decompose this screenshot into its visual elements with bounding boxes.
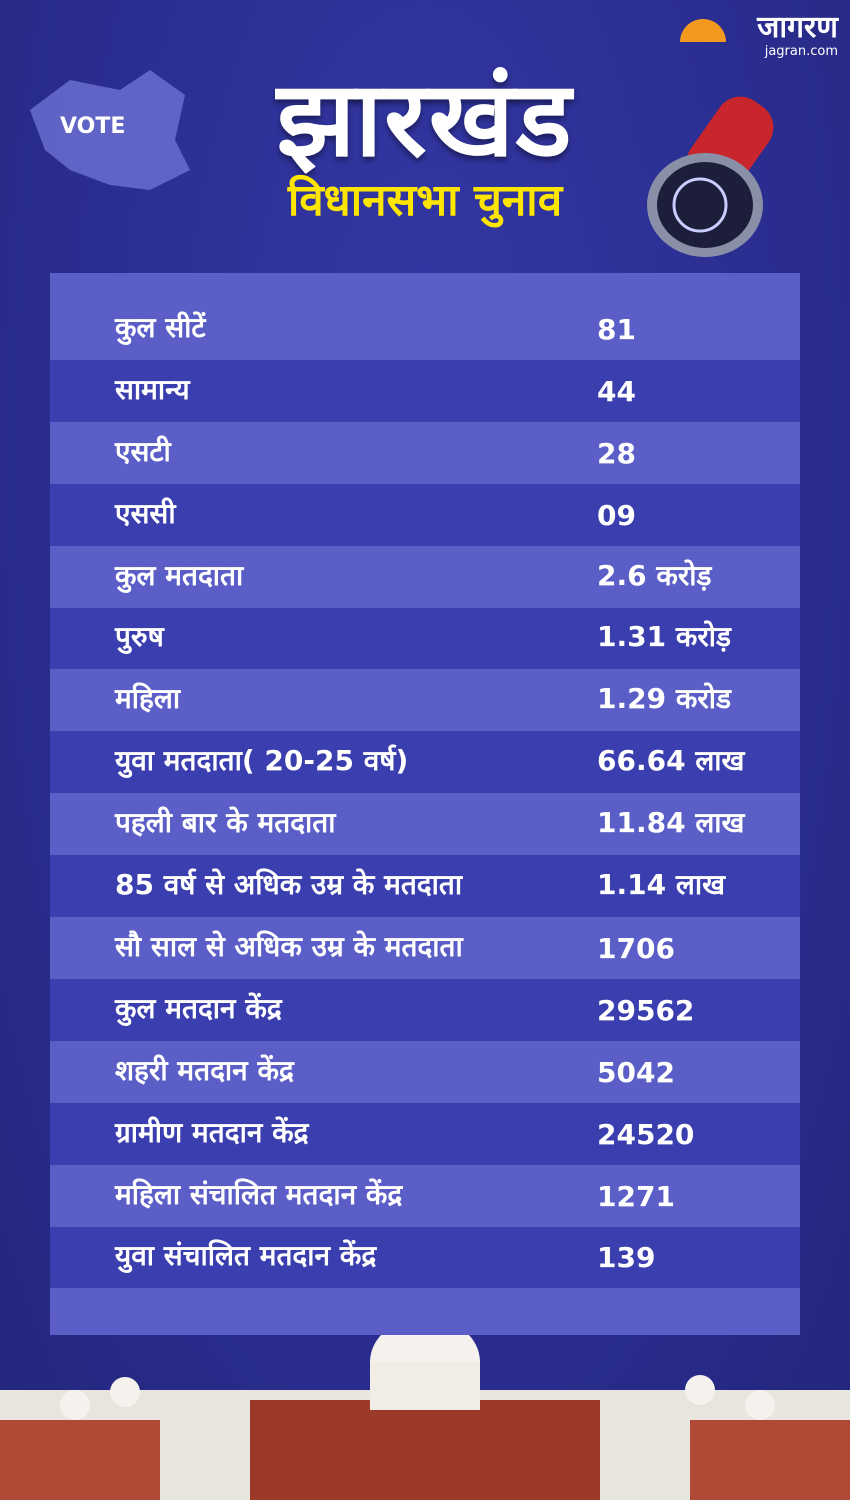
row-value: 1.31 करोड़ bbox=[597, 620, 732, 654]
logo-site: jagran.com bbox=[764, 44, 838, 59]
table-row: युवा मतदाता( 20-25 वर्ष) 66.64 लाख bbox=[50, 731, 800, 794]
row-label: युवा मतदाता( 20-25 वर्ष) bbox=[115, 744, 409, 778]
table-row: पुरुष 1.31 करोड़ bbox=[50, 607, 800, 670]
table-row: शहरी मतदान केंद्र 5042 bbox=[50, 1041, 800, 1103]
table-row: कुल मतदान केंद्र 29562 bbox=[50, 979, 800, 1041]
row-label: ग्रामीण मतदान केंद्र bbox=[115, 1115, 309, 1149]
title: झारखंड bbox=[276, 58, 574, 180]
table-row: सौ साल से अधिक उम्र के मतदाता 1706 bbox=[50, 917, 800, 979]
logo-text: जागरण bbox=[757, 10, 838, 45]
table-row: एसटी 28 bbox=[50, 422, 800, 484]
vote-badge: VOTE bbox=[60, 114, 126, 139]
row-label: पहली बार के मतदाता bbox=[115, 806, 336, 840]
table-row: सामान्य 44 bbox=[50, 360, 800, 422]
table-row: कुल मतदाता 2.6 करोड़ bbox=[50, 546, 800, 608]
table-row: एससी 09 bbox=[50, 483, 800, 546]
table-row: 85 वर्ष से अधिक उम्र के मतदाता 1.14 लाख bbox=[50, 855, 800, 918]
row-label: युवा संचालित मतदान केंद्र bbox=[115, 1239, 377, 1273]
row-label: कुल मतदाता bbox=[115, 558, 244, 592]
row-label: सौ साल से अधिक उम्र के मतदाता bbox=[115, 929, 463, 963]
row-value: 09 bbox=[597, 498, 636, 532]
row-value: 139 bbox=[597, 1241, 656, 1275]
row-label: कुल सीटें bbox=[115, 311, 206, 344]
row-label: पुरुष bbox=[115, 620, 164, 654]
stamp bbox=[647, 96, 774, 257]
table-row: कुल सीटें 81 bbox=[50, 273, 800, 360]
row-value: 29562 bbox=[597, 993, 695, 1027]
row-value: 5042 bbox=[597, 1055, 675, 1089]
row-label: महिला संचालित मतदान केंद्र bbox=[115, 1177, 403, 1211]
table-row: युवा संचालित मतदान केंद्र 139 bbox=[50, 1226, 800, 1289]
map-shape bbox=[30, 70, 190, 190]
row-value: 44 bbox=[597, 374, 636, 408]
table-row: पहली बार के मतदाता 11.84 लाख bbox=[50, 793, 800, 855]
row-label: सामान्य bbox=[115, 372, 190, 406]
row-value: 81 bbox=[597, 313, 636, 346]
row-label: कुल मतदान केंद्र bbox=[115, 991, 282, 1025]
row-value: 2.6 करोड़ bbox=[597, 558, 712, 592]
row-label: एससी bbox=[115, 496, 176, 530]
logo-sun bbox=[680, 19, 726, 42]
row-label: एसटी bbox=[115, 434, 171, 468]
row-label: महिला bbox=[115, 682, 181, 716]
logo: जागरण jagran.com bbox=[757, 10, 838, 60]
row-value: 1.14 लाख bbox=[597, 868, 725, 902]
row-value: 11.84 लाख bbox=[597, 806, 745, 840]
row-value: 1.29 करोड bbox=[597, 682, 732, 716]
row-value: 28 bbox=[597, 436, 636, 470]
row-value: 24520 bbox=[597, 1117, 695, 1151]
building bbox=[0, 1300, 850, 1500]
table-row: ग्रामीण मतदान केंद्र 24520 bbox=[50, 1102, 800, 1165]
row-label: 85 वर्ष से अधिक उम्र के मतदाता bbox=[115, 868, 463, 902]
row-label: शहरी मतदान केंद्र bbox=[115, 1053, 294, 1087]
stats-table: कुल सीटें 81 सामान्य 44 एसटी 28 एससी 09 कुल मतदा… bbox=[50, 273, 800, 1335]
row-value: 66.64 लाख bbox=[597, 744, 745, 778]
table-row: महिला 1.29 करोड bbox=[50, 670, 800, 732]
subtitle: विधानसभा चुनाव bbox=[287, 175, 563, 226]
row-value: 1706 bbox=[597, 931, 675, 965]
row-value: 1271 bbox=[597, 1179, 675, 1213]
table-row: महिला संचालित मतदान केंद्र 1271 bbox=[50, 1165, 800, 1227]
